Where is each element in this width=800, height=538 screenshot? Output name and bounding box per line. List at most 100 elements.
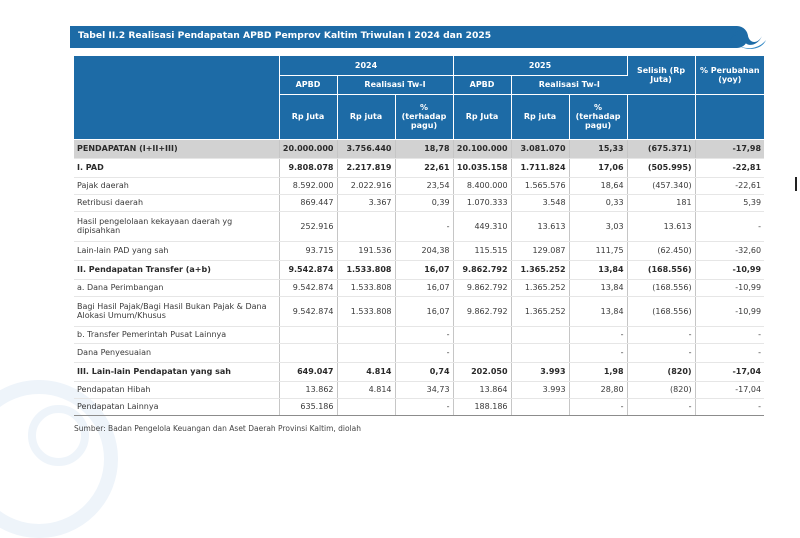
cell-selisih: (820) <box>627 381 696 399</box>
cell-pct25: - <box>569 326 628 344</box>
cell-apbd25: 13.864 <box>453 381 512 399</box>
row-label: Pendapatan Hibah <box>74 381 280 399</box>
cell-pct24: - <box>395 343 454 363</box>
row-label: III. Lain-lain Pendapatan yang sah <box>74 362 280 382</box>
cell-apbd24 <box>279 326 338 344</box>
cell-apbd25: 1.070.333 <box>453 194 512 212</box>
cell-apbd24: 252.916 <box>279 211 338 242</box>
row-label: Retribusi daerah <box>74 194 280 212</box>
cell-real24: 1.533.808 <box>337 260 396 280</box>
cell-real25: 3.081.070 <box>511 139 570 159</box>
cell-apbd25: 10.035.158 <box>453 158 512 178</box>
row-label: II. Pendapatan Transfer (a+b) <box>74 260 280 280</box>
cell-apbd24: 9.542.874 <box>279 296 338 327</box>
cell-apbd25: 8.400.000 <box>453 177 512 195</box>
cell-yoy: - <box>695 343 765 363</box>
cell-pct24: 34,73 <box>395 381 454 399</box>
cell-real24: 1.533.808 <box>337 296 396 327</box>
table-title: Tabel II.2 Realisasi Pendapatan APBD Pem… <box>78 30 492 41</box>
cell-yoy: - <box>695 326 765 344</box>
cell-yoy: -32,60 <box>695 241 765 261</box>
cell-pct25: - <box>569 343 628 363</box>
table-row: Pajak daerah 8.592.000 2.022.916 23,54 8.400… <box>74 177 765 195</box>
cell-yoy: -10,99 <box>695 296 765 327</box>
table-row: Dana Penyesuaian - - - - <box>74 343 765 363</box>
header-perubahan: % Perubahan (yoy) <box>695 56 765 95</box>
header-unit-real-2025: Rp juta <box>511 94 570 140</box>
table-body: PENDAPATAN (I+II+III) 20.000.000 3.756.440… <box>74 139 765 416</box>
cell-selisih: (168.556) <box>627 260 696 280</box>
cell-real25 <box>511 343 570 363</box>
header-unit-apbd-2024: Rp Juta <box>279 94 338 140</box>
cell-selisih: 181 <box>627 194 696 212</box>
header-blank-selisih <box>627 94 696 140</box>
cell-selisih: (62.450) <box>627 241 696 261</box>
cell-apbd24 <box>279 343 338 363</box>
cell-pct24: 22,61 <box>395 158 454 178</box>
cell-selisih: - <box>627 326 696 344</box>
cell-apbd24: 649.047 <box>279 362 338 382</box>
cell-pct25: 1,98 <box>569 362 628 382</box>
cell-real25: 1.565.576 <box>511 177 570 195</box>
cell-selisih: (820) <box>627 362 696 382</box>
cell-apbd24: 9.808.078 <box>279 158 338 178</box>
table-row: II. Pendapatan Transfer (a+b) 9.542.874 1.… <box>74 260 765 280</box>
cell-pct24: 204,38 <box>395 241 454 261</box>
cell-selisih: 13.613 <box>627 211 696 242</box>
cell-apbd25 <box>453 326 512 344</box>
cell-real24 <box>337 211 396 242</box>
header-year-2024: 2024 <box>279 56 454 76</box>
row-label: Bagi Hasil Pajak/Bagi Hasil Bukan Pajak … <box>74 296 280 327</box>
cell-pct25: 28,80 <box>569 381 628 399</box>
cell-pct24: 16,07 <box>395 279 454 297</box>
cell-pct24: 16,07 <box>395 260 454 280</box>
header-selisih: Selisih (Rp Juta) <box>627 56 696 95</box>
cell-selisih: - <box>627 343 696 363</box>
header-blank-cell <box>74 56 280 140</box>
cell-real25: 3.993 <box>511 362 570 382</box>
cell-selisih: - <box>627 398 696 416</box>
row-label: I. PAD <box>74 158 280 178</box>
cell-apbd25: 9.862.792 <box>453 279 512 297</box>
cell-pct24: - <box>395 398 454 416</box>
table-row-total: PENDAPATAN (I+II+III) 20.000.000 3.756.440… <box>74 139 765 159</box>
cell-apbd24: 9.542.874 <box>279 260 338 280</box>
cell-pct25: 18,64 <box>569 177 628 195</box>
cell-yoy: 5,39 <box>695 194 765 212</box>
cell-real25: 3.993 <box>511 381 570 399</box>
row-label: Pajak daerah <box>74 177 280 195</box>
table-row: Bagi Hasil Pajak/Bagi Hasil Bukan Pajak … <box>74 296 765 327</box>
cell-apbd25: 188.186 <box>453 398 512 416</box>
table-row: Pendapatan Hibah 13.862 4.814 34,73 13.864 3.… <box>74 381 765 399</box>
table-row: III. Lain-lain Pendapatan yang sah 649.04… <box>74 362 765 382</box>
cell-selisih: (168.556) <box>627 279 696 297</box>
header-blank-perubahan <box>695 94 765 140</box>
cell-apbd25: 115.515 <box>453 241 512 261</box>
cell-real25: 1.365.252 <box>511 296 570 327</box>
cell-apbd24: 13.862 <box>279 381 338 399</box>
cell-real24: 2.217.819 <box>337 158 396 178</box>
cell-apbd25: 9.862.792 <box>453 296 512 327</box>
cell-pct25: 17,06 <box>569 158 628 178</box>
cell-real24: 4.814 <box>337 362 396 382</box>
header-pct-2025: % (terhadap pagu) <box>569 94 628 140</box>
header-apbd-2024: APBD <box>279 75 338 95</box>
header-apbd-2025: APBD <box>453 75 512 95</box>
cell-yoy: -17,04 <box>695 362 765 382</box>
cell-pct25: 3,03 <box>569 211 628 242</box>
cell-selisih: (505.995) <box>627 158 696 178</box>
header-year-2025: 2025 <box>453 56 628 76</box>
row-label: b. Transfer Pemerintah Pusat Lainnya <box>74 326 280 344</box>
cell-apbd25 <box>453 343 512 363</box>
cell-yoy: - <box>695 398 765 416</box>
cell-yoy: -10,99 <box>695 279 765 297</box>
cell-pct24: 23,54 <box>395 177 454 195</box>
cell-apbd24: 93.715 <box>279 241 338 261</box>
header-realisasi-2025: Realisasi Tw-I <box>511 75 628 95</box>
table-row: Lain-lain PAD yang sah 93.715 191.536 204,3… <box>74 241 765 261</box>
cell-apbd24: 20.000.000 <box>279 139 338 159</box>
cell-pct24: - <box>395 211 454 242</box>
cell-real25: 1.365.252 <box>511 279 570 297</box>
cell-yoy: -17,04 <box>695 381 765 399</box>
cell-pct25: - <box>569 398 628 416</box>
